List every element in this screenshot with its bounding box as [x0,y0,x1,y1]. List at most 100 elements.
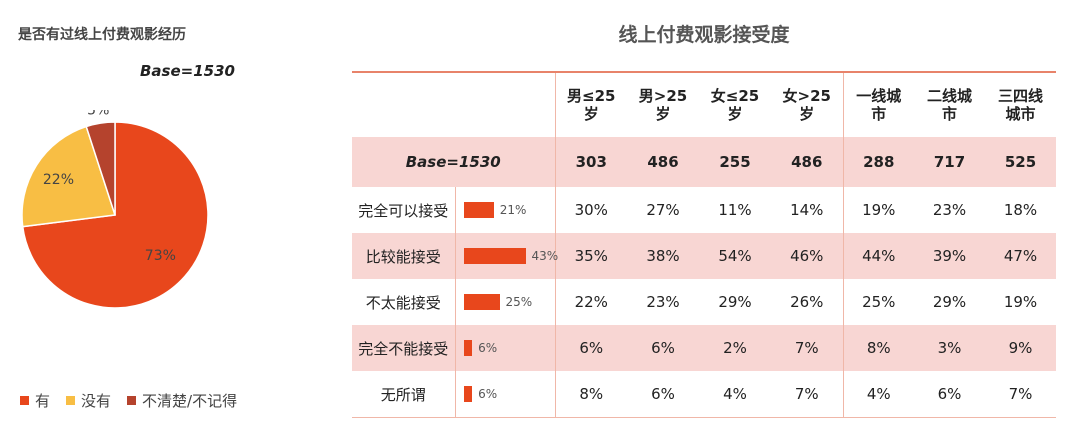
cell-value: 54% [699,233,771,279]
cell-value: 6% [627,325,699,371]
pie-slice-label-2: 5% [87,110,109,118]
cell-value: 22% [554,279,627,325]
table-row: 比较能接受 43% 35% 38% 54% 46% 44% 39% 47% [352,233,1056,279]
column-header-line: 二线城 [926,87,972,105]
cell-value: 29% [932,293,967,311]
cell-value: 2% [699,325,771,371]
cell-value: 6% [914,371,985,418]
table-top-rule [352,71,1056,73]
cell-value: 23% [646,293,680,311]
total-bar-label: 43% [531,249,559,263]
column-header-line: 岁 [583,105,599,123]
cell-value: 30% [554,187,627,233]
legend-swatch [20,396,29,405]
cell-value: 23% [932,201,967,219]
pie-legend: 有 没有 不清楚/不记得 [20,390,253,411]
column-header-line: 市 [941,105,957,123]
table-header-row: 男≤25 岁男>25 岁女≤25 岁女>25 岁一线城市二线城市三四线 城市 [352,73,1056,137]
row-total-bar-cell: 25% [454,279,555,325]
column-header-line: 男≤25 [567,87,616,105]
cell-value: 18% [1003,201,1038,219]
base-value: 255 [699,137,771,187]
legend-item-1: 没有 [66,390,111,411]
base-value: 486 [771,137,843,187]
cell-value: 27% [646,201,680,219]
row-label: 不太能接受 [365,293,441,312]
column-header-line: 岁 [799,105,815,123]
cell-value: 19% [842,187,914,233]
total-bar [463,248,526,264]
row-total-bar-cell: 21% [454,187,555,233]
table-title: 线上付费观影接受度 [618,24,790,46]
total-bar-label: 6% [478,387,498,401]
pie-slice-1 [21,125,116,228]
legend-item-0: 有 [20,390,50,411]
column-header: 男>25 岁 [627,73,699,137]
legend-label: 没有 [81,392,112,410]
header-empty [352,73,555,137]
column-header-line: 三四线 [997,87,1043,105]
total-bar [463,294,500,310]
column-header-line: 岁 [727,105,743,123]
cell-value: 7% [771,371,843,418]
row-label: 无所谓 [352,371,455,418]
legend-item-2: 不清楚/不记得 [127,390,237,411]
total-bar-label: 21% [499,203,527,217]
total-bar-label: 6% [478,341,498,355]
cell-value: 38% [627,233,699,279]
table-row: 完全不能接受 6% 6% 6% 2% 7% 8% 3% 9% [352,325,1056,371]
base-value: 288 [842,137,914,187]
base-label: Base=1530 [352,137,555,187]
cell-value: 35% [554,233,627,279]
acceptance-table: 男≤25 岁男>25 岁女≤25 岁女>25 岁一线城市二线城市三四线 城市 Base=15… [352,73,1056,418]
column-header-line: 一线城 [856,87,902,105]
column-header-line: 女≤25 [710,87,760,105]
cell-value: 19% [1003,293,1038,311]
cell-value: 46% [771,233,843,279]
cell-value: 8% [842,325,914,371]
pie-chart: 73% 22% 5% [21,110,209,309]
cell-value: 25% [842,279,914,325]
cell-value: 7% [771,325,843,371]
legend-label: 有 [35,392,51,410]
column-header: 二线城市 [914,73,985,137]
total-bar [463,202,494,218]
pie-slice-label-0: 73% [145,248,176,264]
column-header: 一线城市 [842,73,914,137]
total-bar [463,386,473,402]
column-header: 男≤25 岁 [554,73,627,137]
cell-value: 4% [842,371,914,418]
pie-slice-label-1: 22% [43,172,74,188]
row-label: 完全可以接受 [358,201,449,220]
cell-value: 3% [914,325,985,371]
cell-value: 8% [554,371,627,418]
total-bar [463,340,473,356]
column-header-line: 岁 [655,105,671,123]
pie-slice-2 [85,121,116,216]
pie-base-label: Base=1530 [140,62,235,80]
base-value: 486 [627,137,699,187]
base-value: 303 [554,137,627,187]
cell-value: 26% [790,293,824,311]
column-header-line: 市 [871,105,887,123]
column-header-line: 男>25 [638,87,688,105]
column-header-line: 女>25 [782,87,831,105]
column-header: 女≤25 岁 [699,73,771,137]
base-value: 717 [914,137,985,187]
cell-value: 29% [718,293,752,311]
cell-value: 6% [554,325,627,371]
legend-swatch [127,396,137,405]
table-row: 不太能接受 25% 22% 23% 29% 26% 25% 29% 19% [352,279,1056,325]
row-label: 完全不能接受 [352,325,455,371]
base-value: 525 [985,137,1056,187]
cell-value: 47% [985,233,1056,279]
cell-value: 39% [914,233,985,279]
cell-value: 4% [699,371,771,418]
column-header-line: 城市 [1005,105,1036,123]
cell-value: 11% [718,201,752,219]
legend-label: 不清楚/不记得 [142,392,238,410]
total-bar-label: 25% [505,295,533,309]
cell-value: 44% [842,233,914,279]
row-label: 比较能接受 [352,233,455,279]
row-total-bar-cell: 43% [454,233,558,279]
